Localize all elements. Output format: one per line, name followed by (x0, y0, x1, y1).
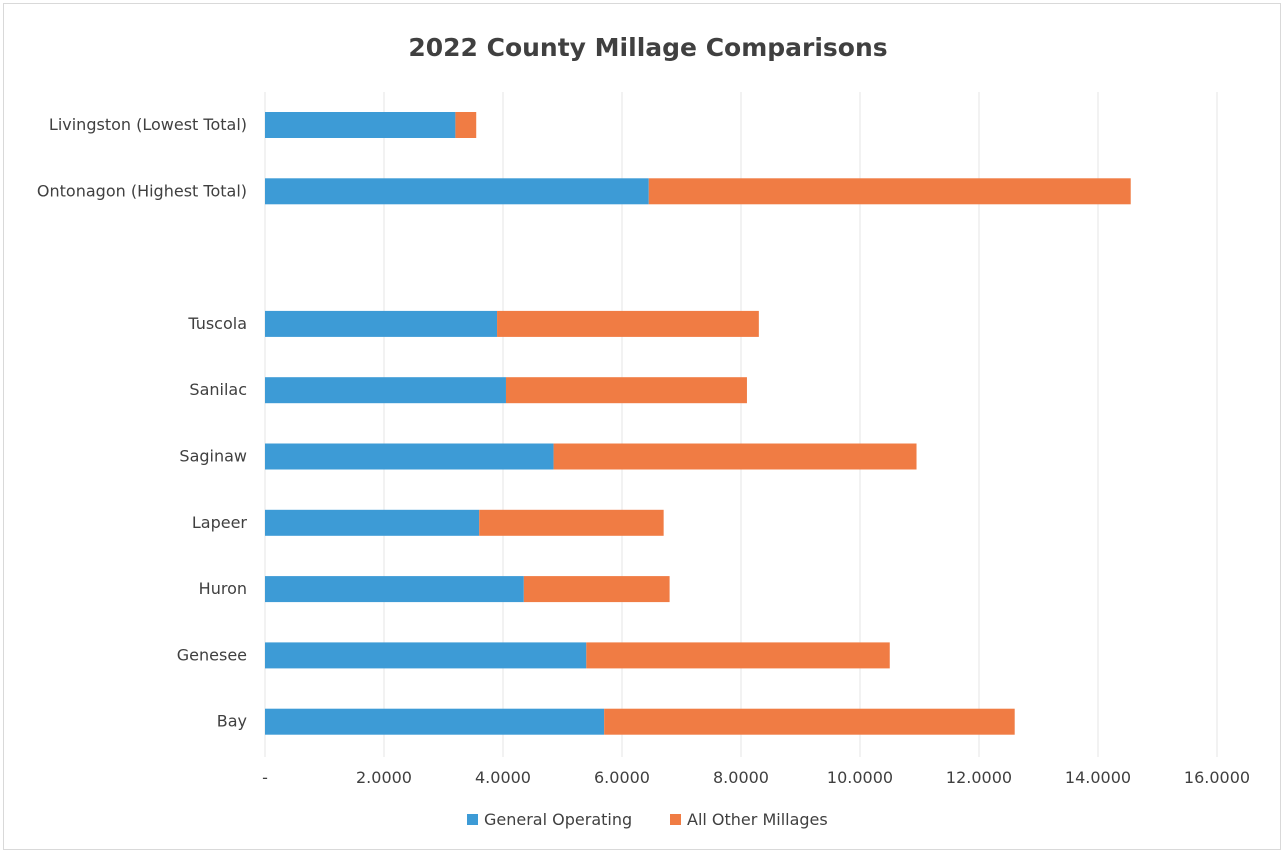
chart-title: 2022 County Millage Comparisons (408, 33, 887, 62)
bar-all-other-millages (553, 443, 917, 470)
x-tick-label: 4.0000 (475, 768, 531, 787)
x-tick-label: - (262, 768, 268, 787)
legend: General Operating All Other Millages (467, 810, 828, 829)
bar-general-operating (265, 310, 498, 337)
category-label: Sanilac (189, 380, 247, 399)
bar-all-other-millages (604, 708, 1015, 735)
x-tick-label: 8.0000 (713, 768, 769, 787)
bar-all-other-millages (455, 112, 477, 138)
x-axis-tick-labels: - 2.0000 4.0000 6.0000 8.0000 10.0000 12.0000 1… (262, 768, 1250, 787)
legend-swatch (670, 814, 681, 825)
category-label: Bay (217, 712, 247, 731)
bar-general-operating (265, 443, 554, 470)
bar-all-other-millages (497, 310, 759, 337)
bars (265, 112, 1131, 735)
legend-swatch (467, 814, 478, 825)
x-tick-label: 16.0000 (1184, 768, 1250, 787)
x-tick-label: 14.0000 (1065, 768, 1131, 787)
x-tick-label: 2.0000 (356, 768, 412, 787)
category-label: Tuscola (187, 314, 247, 333)
bar-all-other-millages (505, 377, 747, 404)
legend-label: All Other Millages (687, 810, 828, 829)
category-label: Ontonagon (Highest Total) (37, 181, 247, 200)
bar-general-operating (265, 112, 456, 138)
bar-general-operating (265, 576, 524, 603)
category-label: Livingston (Lowest Total) (49, 115, 247, 134)
bar-general-operating (265, 509, 480, 536)
x-tick-label: 10.0000 (827, 768, 893, 787)
category-label: Saginaw (179, 447, 247, 466)
bar-all-other-millages (648, 178, 1131, 205)
bar-general-operating (265, 377, 506, 404)
category-labels: Livingston (Lowest Total) Ontonagon (High… (37, 115, 248, 731)
x-tick-label: 12.0000 (946, 768, 1012, 787)
x-tick-label: 6.0000 (594, 768, 650, 787)
category-label: Lapeer (192, 513, 248, 532)
category-label: Huron (199, 579, 247, 598)
bar-general-operating (265, 708, 605, 735)
bar-general-operating (265, 178, 649, 205)
chart-canvas: Livingston (Lowest Total) Ontonagon (High… (37, 33, 1250, 829)
bar-all-other-millages (586, 642, 890, 669)
bar-all-other-millages (479, 509, 664, 536)
category-label: Genesee (177, 645, 247, 664)
chart-frame: Livingston (Lowest Total) Ontonagon (High… (3, 3, 1281, 850)
bar-all-other-millages (523, 576, 670, 603)
bar-general-operating (265, 642, 587, 669)
legend-label: General Operating (484, 810, 632, 829)
